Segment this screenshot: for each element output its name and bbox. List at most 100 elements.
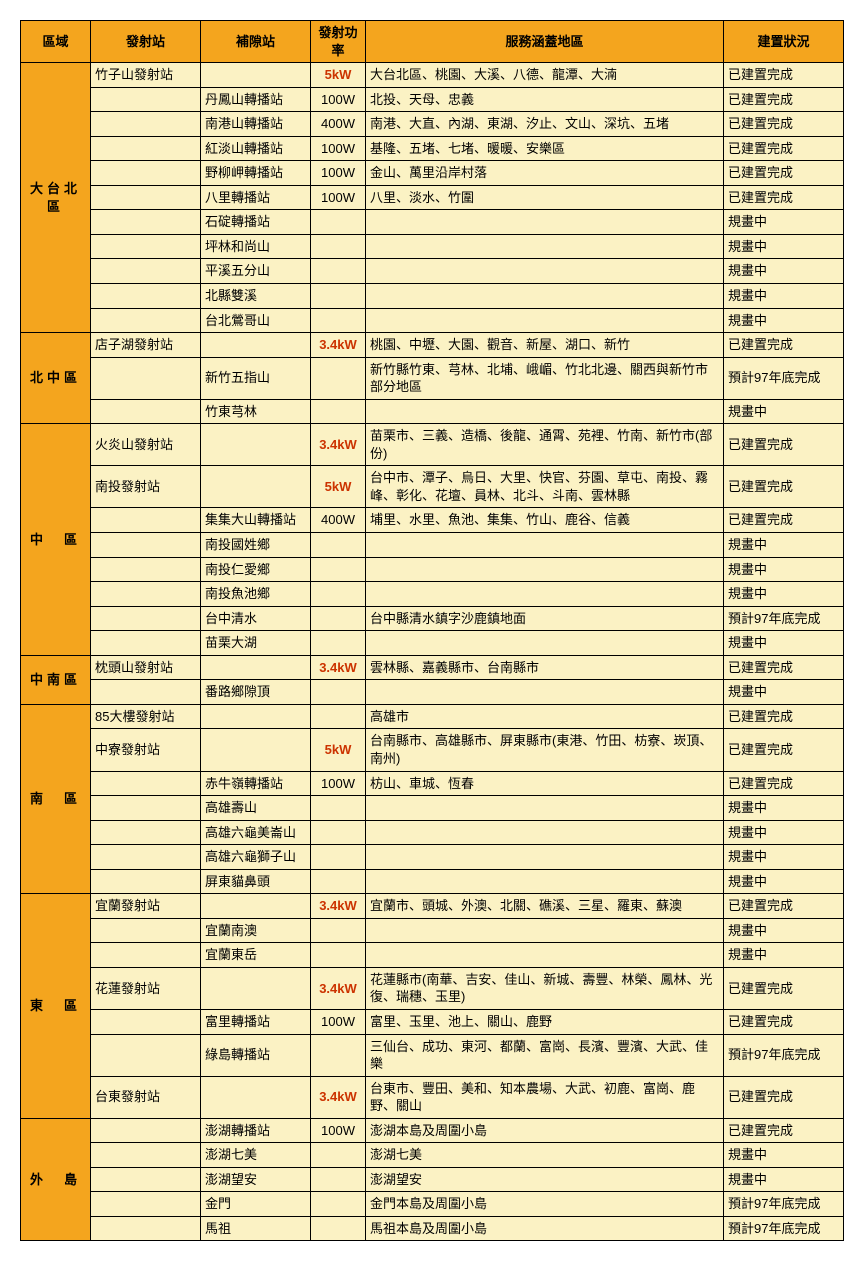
relay-cell: [201, 704, 311, 729]
power-cell: [311, 845, 366, 870]
table-row: 富里轉播站100W富里、玉里、池上、關山、鹿野已建置完成: [21, 1009, 844, 1034]
area-cell: [366, 557, 724, 582]
tx-cell: [91, 869, 201, 894]
power-cell: 400W: [311, 508, 366, 533]
area-cell: 新竹縣竹東、芎林、北埔、峨嵋、竹北北邊、關西與新竹市部分地區: [366, 357, 724, 399]
tx-cell: [91, 161, 201, 186]
status-cell: 已建置完成: [724, 967, 844, 1009]
col-power: 發射功率: [311, 21, 366, 63]
area-cell: 桃園、中壢、大園、觀音、新屋、湖口、新竹: [366, 333, 724, 358]
status-cell: 規畫中: [724, 796, 844, 821]
col-area: 服務涵蓋地區: [366, 21, 724, 63]
status-cell: 已建置完成: [724, 894, 844, 919]
col-region: 區域: [21, 21, 91, 63]
tx-cell: [91, 582, 201, 607]
table-row: 石碇轉播站規畫中: [21, 210, 844, 235]
tx-cell: [91, 1143, 201, 1168]
area-cell: [366, 533, 724, 558]
table-row: 竹東芎林規畫中: [21, 399, 844, 424]
table-row: 金門金門本島及周圍小島預計97年底完成: [21, 1192, 844, 1217]
status-cell: 已建置完成: [724, 185, 844, 210]
power-cell: [311, 704, 366, 729]
status-cell: 規畫中: [724, 308, 844, 333]
area-cell: [366, 796, 724, 821]
table-row: 番路鄉隙頂規畫中: [21, 680, 844, 705]
power-cell: [311, 1216, 366, 1241]
table-row: 馬祖馬祖本島及周圍小島預計97年底完成: [21, 1216, 844, 1241]
table-row: 南投國姓鄉規畫中: [21, 533, 844, 558]
power-cell: [311, 308, 366, 333]
status-cell: 規畫中: [724, 680, 844, 705]
table-row: 中 區火炎山發射站3.4kW苗栗市、三義、造橋、後龍、通霄、苑裡、竹南、新竹市(…: [21, 424, 844, 466]
table-row: 高雄壽山 規畫中: [21, 796, 844, 821]
power-cell: [311, 820, 366, 845]
power-cell: 5kW: [311, 729, 366, 771]
relay-cell: [201, 63, 311, 88]
relay-cell: 北縣雙溪: [201, 284, 311, 309]
area-cell: [366, 820, 724, 845]
power-cell: 3.4kW: [311, 333, 366, 358]
tx-cell: [91, 533, 201, 558]
status-cell: 規畫中: [724, 918, 844, 943]
relay-cell: 高雄六龜獅子山: [201, 845, 311, 870]
coverage-table: 區域發射站補隙站發射功率服務涵蓋地區建置狀況 大台北區竹子山發射站5kW大台北區…: [20, 20, 844, 1241]
table-row: 澎湖七美澎湖七美規畫中: [21, 1143, 844, 1168]
table-row: 南投仁愛鄉規畫中: [21, 557, 844, 582]
status-cell: 規畫中: [724, 631, 844, 656]
power-cell: [311, 918, 366, 943]
table-row: 大台北區竹子山發射站5kW大台北區、桃園、大溪、八德、龍潭、大湳已建置完成: [21, 63, 844, 88]
relay-cell: [201, 729, 311, 771]
area-cell: 基隆、五堵、七堵、暖暖、安樂區: [366, 136, 724, 161]
status-cell: 規畫中: [724, 557, 844, 582]
area-cell: 埔里、水里、魚池、集集、竹山、鹿谷、信義: [366, 508, 724, 533]
relay-cell: 紅淡山轉播站: [201, 136, 311, 161]
status-cell: 已建置完成: [724, 466, 844, 508]
relay-cell: 富里轉播站: [201, 1009, 311, 1034]
status-cell: 已建置完成: [724, 771, 844, 796]
tx-cell: [91, 234, 201, 259]
relay-cell: [201, 466, 311, 508]
status-cell: 規畫中: [724, 582, 844, 607]
tx-cell: [91, 1009, 201, 1034]
relay-cell: 高雄壽山: [201, 796, 311, 821]
power-cell: [311, 631, 366, 656]
tx-cell: [91, 1216, 201, 1241]
area-cell: 金山、萬里沿岸村落: [366, 161, 724, 186]
table-row: 野柳岬轉播站100W金山、萬里沿岸村落已建置完成: [21, 161, 844, 186]
tx-cell: 竹子山發射站: [91, 63, 201, 88]
power-cell: [311, 210, 366, 235]
table-row: 北縣雙溪規畫中: [21, 284, 844, 309]
power-cell: 3.4kW: [311, 1076, 366, 1118]
area-cell: [366, 582, 724, 607]
tx-cell: [91, 399, 201, 424]
status-cell: 已建置完成: [724, 1118, 844, 1143]
tx-cell: 南投發射站: [91, 466, 201, 508]
relay-cell: 赤牛嶺轉播站: [201, 771, 311, 796]
power-cell: [311, 869, 366, 894]
tx-cell: 宜蘭發射站: [91, 894, 201, 919]
relay-cell: 台北鶯哥山: [201, 308, 311, 333]
tx-cell: [91, 185, 201, 210]
relay-cell: 集集大山轉播站: [201, 508, 311, 533]
region-cell: 南 區: [21, 704, 91, 893]
area-cell: 澎湖本島及周圍小島: [366, 1118, 724, 1143]
tx-cell: 中寮發射站: [91, 729, 201, 771]
power-cell: [311, 1167, 366, 1192]
area-cell: [366, 918, 724, 943]
table-row: 高雄六龜獅子山規畫中: [21, 845, 844, 870]
relay-cell: [201, 894, 311, 919]
tx-cell: 店子湖發射站: [91, 333, 201, 358]
area-cell: [366, 869, 724, 894]
table-row: 澎湖望安澎湖望安規畫中: [21, 1167, 844, 1192]
power-cell: [311, 1034, 366, 1076]
status-cell: 規畫中: [724, 820, 844, 845]
power-cell: [311, 1143, 366, 1168]
area-cell: 高雄市: [366, 704, 724, 729]
status-cell: 規畫中: [724, 259, 844, 284]
table-row: 台中清水台中縣清水鎮字沙鹿鎮地面預計97年底完成: [21, 606, 844, 631]
area-cell: 台南縣市、高雄縣市、屏東縣市(東港、竹田、枋寮、崁頂、南州): [366, 729, 724, 771]
status-cell: 預計97年底完成: [724, 357, 844, 399]
tx-cell: [91, 631, 201, 656]
tx-cell: [91, 796, 201, 821]
area-cell: 台中縣清水鎮字沙鹿鎮地面: [366, 606, 724, 631]
